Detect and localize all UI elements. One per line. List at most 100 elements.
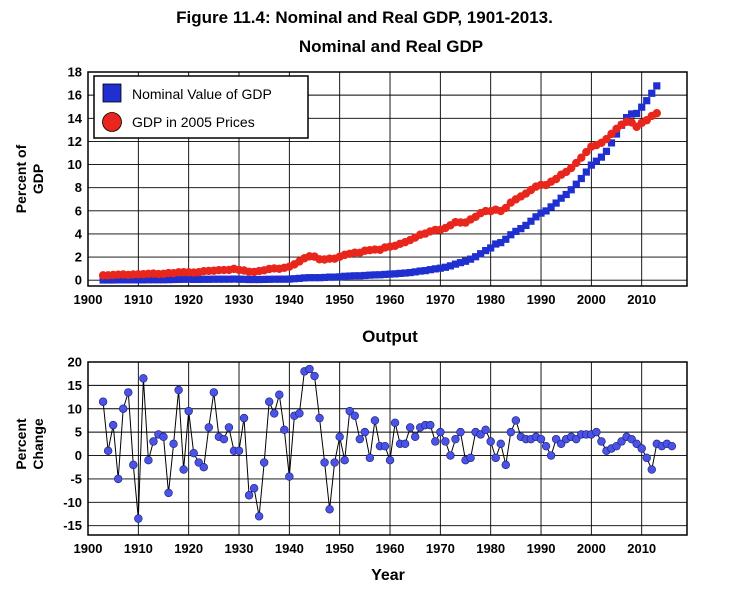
data-point <box>310 371 319 381</box>
data-point <box>270 409 279 418</box>
data-point <box>456 259 465 267</box>
x-tick-label: 1970 <box>426 292 455 307</box>
data-point <box>189 448 198 458</box>
data-point <box>305 364 314 374</box>
data-point <box>341 272 349 280</box>
data-point <box>537 209 545 217</box>
data-point <box>466 453 475 463</box>
x-axis-label: Year <box>371 567 405 584</box>
data-point <box>315 413 324 423</box>
y-tick-label: 16 <box>68 88 82 103</box>
data-point <box>180 275 188 283</box>
data-point <box>532 213 540 221</box>
data-point <box>491 453 500 463</box>
data-point <box>114 474 123 484</box>
y-tick-label: 0 <box>75 448 82 463</box>
x-tick-label: 1930 <box>225 541 254 556</box>
data-point <box>169 275 178 284</box>
x-tick-label: 2000 <box>577 541 606 556</box>
data-point <box>219 434 229 444</box>
data-point <box>562 190 570 199</box>
legend-square-marker <box>102 83 122 103</box>
data-point <box>366 271 374 279</box>
x-tick-label: 1900 <box>74 541 103 556</box>
data-point <box>506 427 516 437</box>
data-point <box>541 441 551 451</box>
series-nominal-value-of-gdp <box>99 82 661 284</box>
data-point <box>320 273 329 282</box>
data-point <box>209 388 219 397</box>
x-tick-label: 1900 <box>74 292 103 307</box>
data-point <box>406 268 414 277</box>
data-point <box>386 270 394 278</box>
data-point <box>361 271 369 280</box>
data-point <box>164 488 173 498</box>
data-point <box>129 460 138 470</box>
data-point <box>204 423 214 432</box>
y-tick-labels: -15 -10 -5 0 5 10 15 20 <box>63 355 82 534</box>
data-point <box>326 273 334 281</box>
x-tick-label: 1940 <box>275 292 304 307</box>
data-point <box>487 244 495 252</box>
data-point <box>628 110 636 118</box>
data-point <box>330 458 339 467</box>
data-point <box>410 432 420 442</box>
y-tick-label: 4 <box>75 226 83 241</box>
data-point <box>567 186 575 194</box>
x-tick-label: 1930 <box>225 292 254 307</box>
data-point <box>144 455 153 465</box>
data-point <box>119 404 128 413</box>
data-point <box>265 275 273 283</box>
data-point <box>446 262 455 270</box>
data-point <box>285 275 293 283</box>
data-point <box>360 427 370 437</box>
data-point <box>446 451 455 460</box>
data-point <box>190 275 198 284</box>
data-point <box>239 413 249 423</box>
y-tick-label: 5 <box>75 425 82 440</box>
data-point <box>259 458 269 467</box>
data-point <box>129 276 137 284</box>
data-point <box>250 275 258 284</box>
data-point <box>234 446 244 456</box>
chart-title: Nominal and Real GDP <box>299 37 483 56</box>
series-output <box>98 364 677 523</box>
data-point <box>215 275 223 283</box>
data-point <box>149 437 158 446</box>
figure-title: Figure 11.4: Nominal and Real GDP, 1901-… <box>176 8 553 27</box>
data-point <box>244 491 254 500</box>
data-point <box>577 153 586 162</box>
data-point <box>653 82 661 90</box>
data-point <box>461 257 470 265</box>
x-tick-label: 1960 <box>376 541 405 556</box>
data-point <box>477 250 485 258</box>
data-point <box>546 451 556 460</box>
data-point <box>380 441 390 451</box>
y-tick-labels: 0 2 4 6 8 10 12 14 16 18 <box>68 65 83 288</box>
data-point <box>275 275 283 283</box>
data-point <box>139 374 148 383</box>
data-point <box>517 225 525 233</box>
data-point <box>411 268 419 276</box>
data-point <box>124 388 133 397</box>
data-point <box>647 465 656 474</box>
data-point <box>456 427 465 437</box>
data-point <box>290 275 298 283</box>
data-point <box>582 147 591 157</box>
x-tick-label: 1920 <box>174 541 203 556</box>
x-tick-label: 1910 <box>124 292 153 307</box>
y-tick-label: 20 <box>68 355 82 370</box>
data-point <box>381 270 389 279</box>
x-tick-label: 2010 <box>627 541 656 556</box>
data-point <box>159 276 168 284</box>
data-point <box>346 272 354 280</box>
data-point <box>224 423 234 432</box>
data-point <box>260 275 268 284</box>
y-axis-label: Percent ofGDP <box>13 144 46 213</box>
data-point <box>245 275 253 284</box>
legend-label-real: GDP in 2005 Prices <box>132 114 255 130</box>
data-point <box>602 147 611 155</box>
data-point <box>225 275 233 283</box>
data-point <box>295 274 304 282</box>
